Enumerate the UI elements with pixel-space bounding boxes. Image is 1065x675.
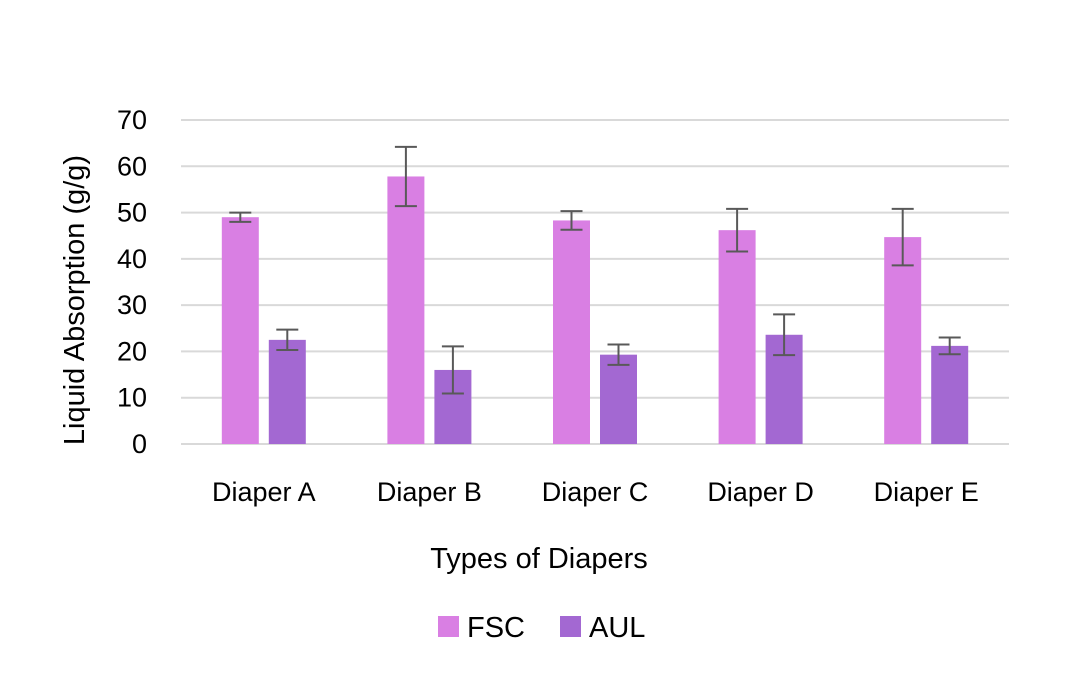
x-tick-label: Diaper E <box>874 477 979 507</box>
bar-fsc <box>718 230 756 444</box>
legend-swatch-fsc <box>438 616 459 637</box>
bar-fsc <box>221 217 259 444</box>
bar-aul <box>268 339 306 444</box>
x-tick-label: Diaper B <box>377 477 482 507</box>
x-axis-title: Types of Diapers <box>430 543 648 575</box>
x-tick-label: Diaper D <box>707 477 814 507</box>
legend-label-aul: AUL <box>589 612 645 644</box>
y-tick-label: 0 <box>132 429 147 459</box>
x-tick-label: Diaper C <box>542 477 649 507</box>
gridlines <box>181 119 1009 445</box>
y-tick-label: 60 <box>117 151 147 181</box>
y-tick-label: 50 <box>117 198 147 228</box>
bar-fsc <box>387 176 425 444</box>
bar-fsc <box>884 237 922 444</box>
y-axis-ticks: 0 10 20 30 40 50 60 70 <box>117 105 147 459</box>
y-tick-label: 30 <box>117 290 147 320</box>
bars <box>221 176 969 444</box>
y-tick-label: 20 <box>117 336 147 366</box>
x-axis-ticks: Diaper A Diaper B Diaper C Diaper D Diaper E <box>212 477 979 507</box>
error-bars <box>229 145 961 395</box>
bar-aul <box>931 345 969 444</box>
y-tick-label: 10 <box>117 383 147 413</box>
y-axis-title: Liquid Absorption (g/g) <box>59 155 91 445</box>
bar-aul <box>600 354 637 444</box>
y-tick-label: 70 <box>117 105 147 135</box>
y-tick-label: 40 <box>117 244 147 274</box>
bar-fsc <box>553 220 590 444</box>
legend-label-fsc: FSC <box>467 612 525 644</box>
legend-swatch-aul <box>560 616 581 637</box>
x-tick-label: Diaper A <box>212 477 316 507</box>
legend: FSC AUL <box>438 612 645 644</box>
